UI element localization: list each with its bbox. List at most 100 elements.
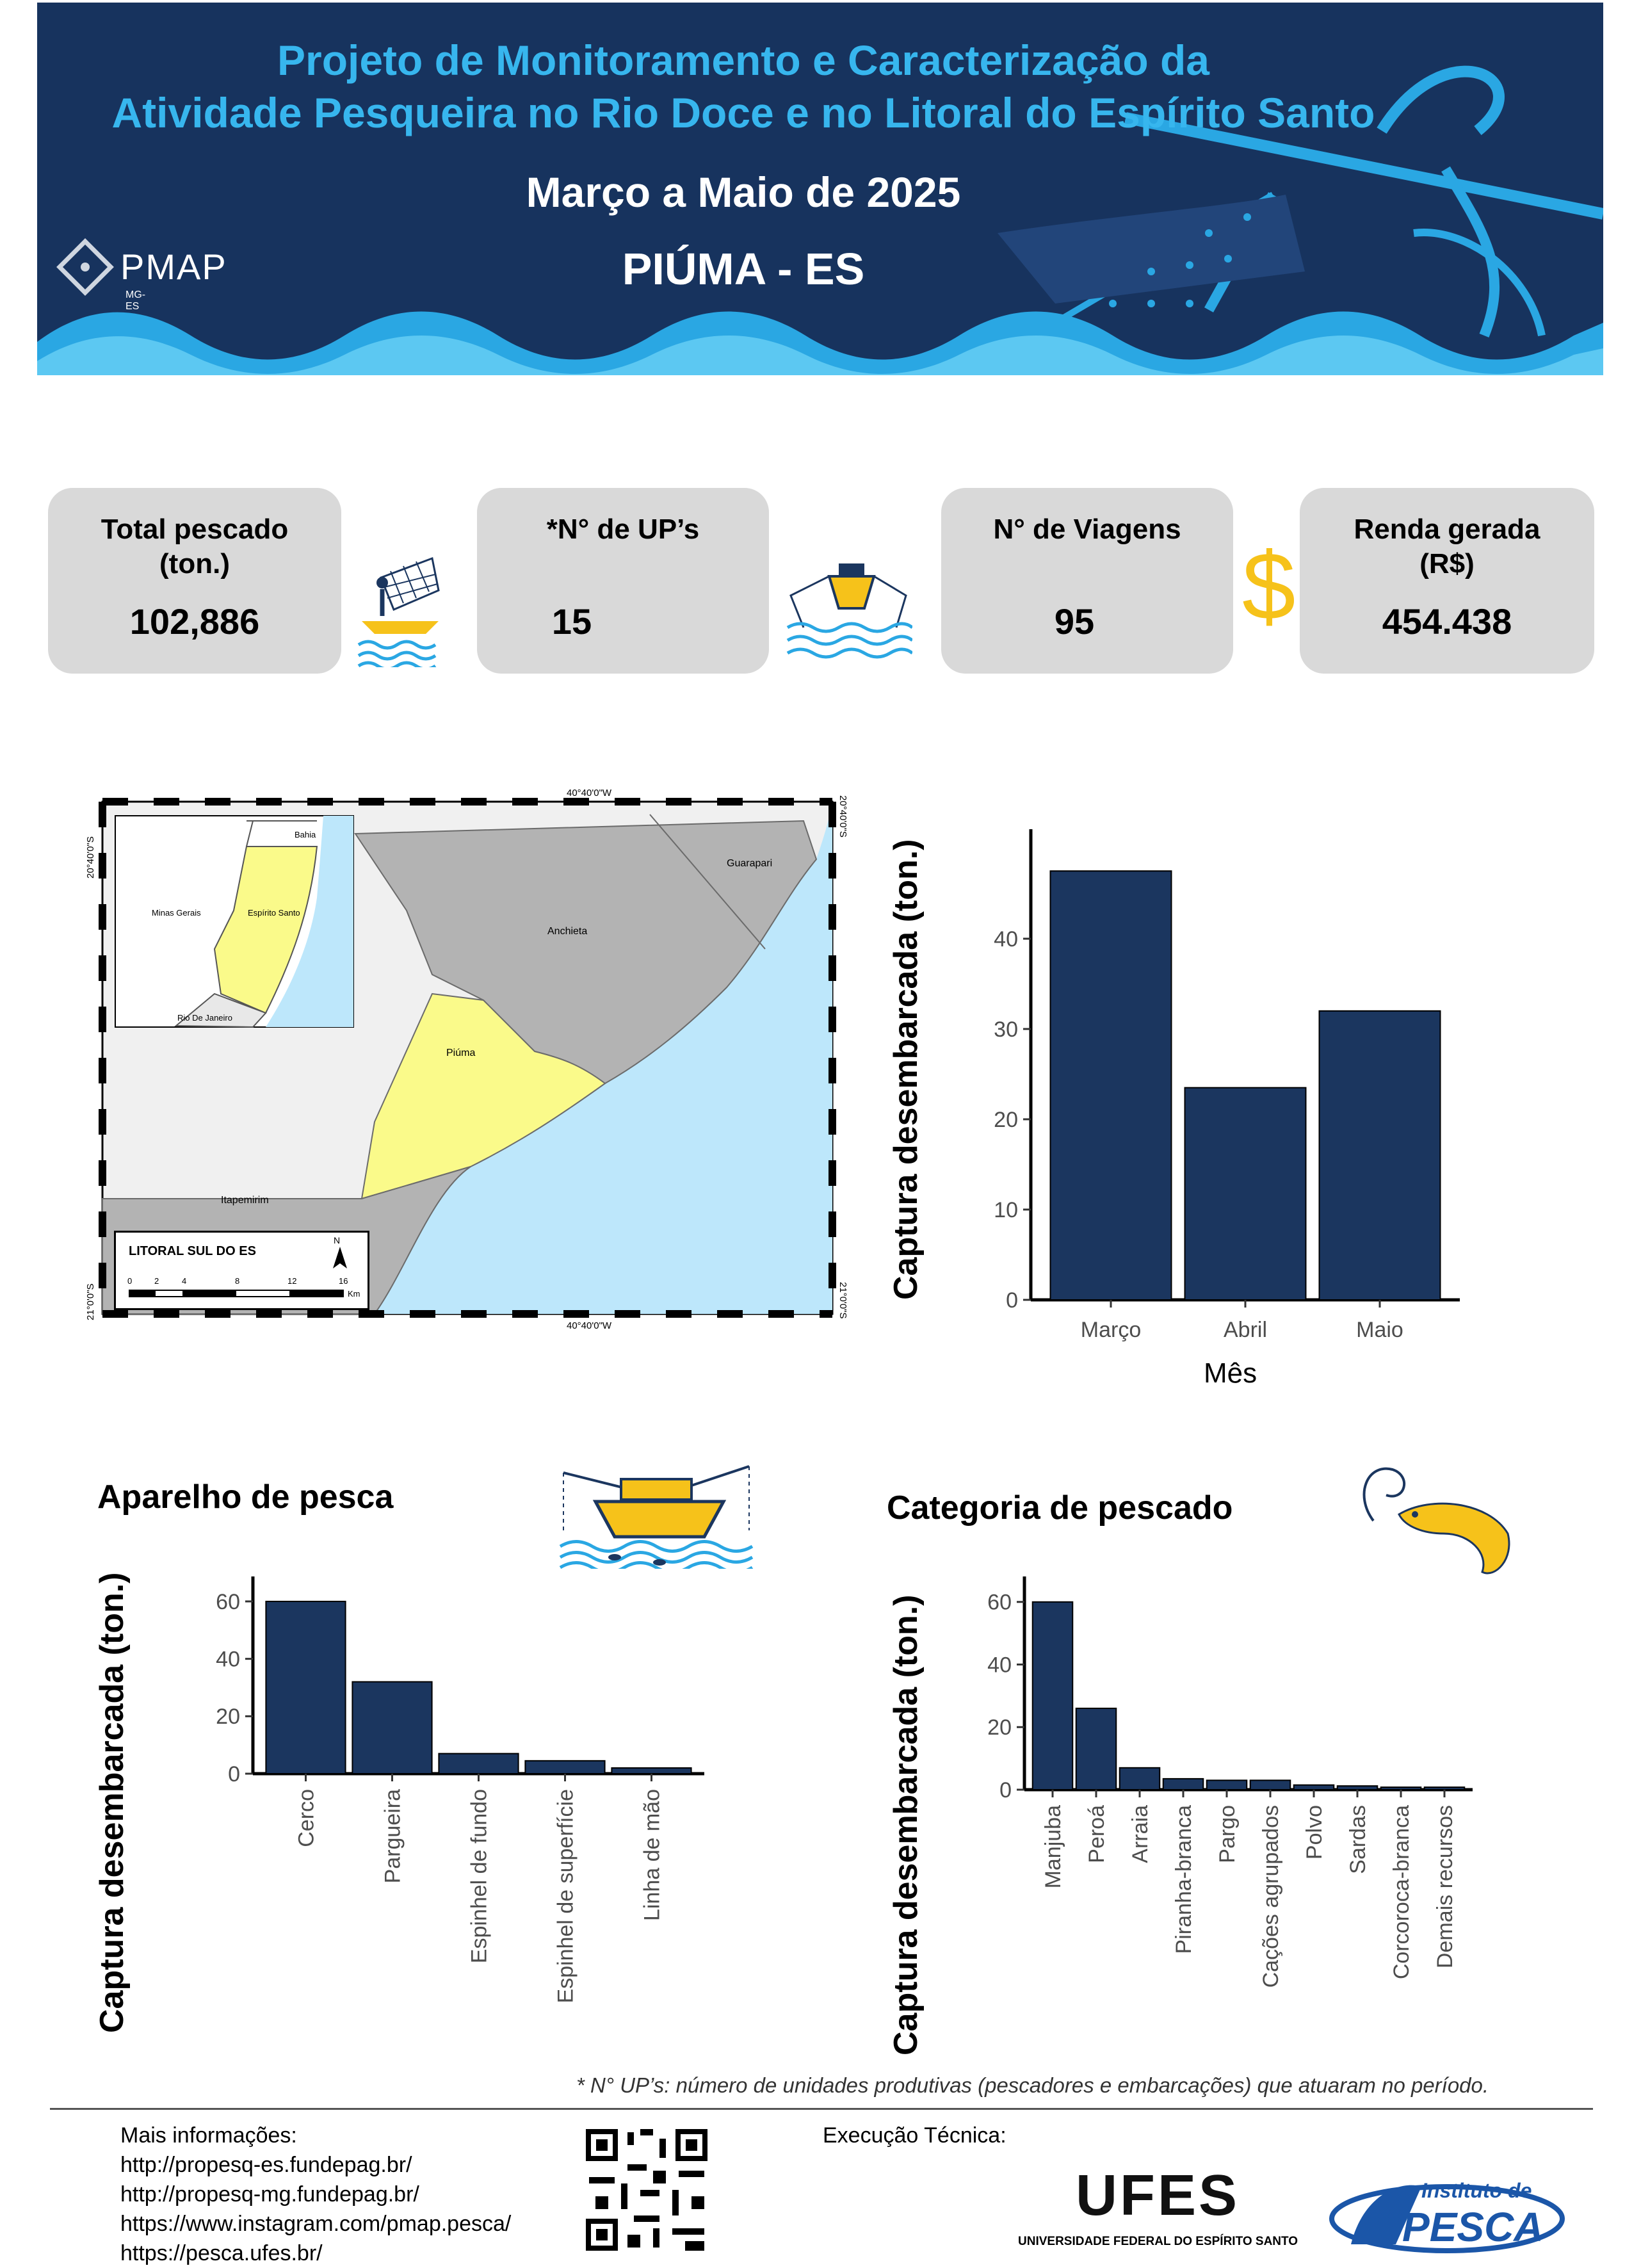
category-bar-9 xyxy=(1380,1786,1422,1791)
category-xtick-label: Piranha-branca xyxy=(1172,1805,1196,1954)
gear-bar-1 xyxy=(265,1600,346,1774)
map-label-bahia: Bahia xyxy=(295,830,316,839)
month-ytick-label: 20 xyxy=(994,1108,1018,1132)
scale-12: 12 xyxy=(287,1276,297,1286)
footer-exec-title: Execução Técnica: xyxy=(823,2123,1006,2148)
category-bar-5 xyxy=(1206,1779,1248,1791)
kpi-card-viagens: N° de Viagens 95 xyxy=(941,488,1233,674)
fishing-boat-icon xyxy=(559,1465,754,1569)
chart-month-ylabel: Captura desembarcada (ton.) xyxy=(887,839,925,1300)
map-lat-bottom-left: 21°0'0"S xyxy=(85,1283,96,1320)
category-xtick-label: Polvo xyxy=(1302,1805,1327,1859)
category-xtick-label: Cações agrupados xyxy=(1259,1805,1283,1988)
chart-gear: 0 20 40 60 Cerco Pargueira Espinhel de fundo Es… xyxy=(216,1576,704,2004)
chart-category: 0 20 40 60 Manjuba Peroá Arraia Piranha-branca P… xyxy=(987,1576,1473,1988)
gear-xtick-label: Pargueira xyxy=(380,1789,405,1884)
chart-gear-ylabel: Captura desembarcada (ton.) xyxy=(93,1572,131,2034)
category-bar-2 xyxy=(1075,1707,1117,1790)
map-lat-top-left: 20°40'0"S xyxy=(85,836,96,879)
month-ytick-label: 40 xyxy=(994,927,1018,952)
scale-4: 4 xyxy=(182,1276,187,1286)
kpi-viagens-label: N° de Viagens xyxy=(993,514,1181,545)
map-label-guarapari: Guarapari xyxy=(727,858,773,869)
category-xtick-label: Arraia xyxy=(1128,1805,1152,1863)
footnote: * N° UP’s: número de unidades produtivas… xyxy=(576,2073,1489,2097)
category-bar-6 xyxy=(1249,1779,1291,1791)
fisherman-net-icon xyxy=(357,556,440,667)
category-xtick-label: Peroá xyxy=(1085,1805,1109,1863)
instituto-pesca-emblem xyxy=(1329,2184,1565,2253)
map-figure xyxy=(99,798,836,1318)
map-lon-top: 40°40'0"W xyxy=(567,788,612,798)
footer-link-2[interactable]: http://propesq-mg.fundepag.br/ xyxy=(120,2182,419,2207)
footer-link-1[interactable]: http://propesq-es.fundepag.br/ xyxy=(120,2153,412,2177)
scale-0: 0 xyxy=(127,1276,133,1286)
category-bar-1 xyxy=(1031,1601,1074,1790)
map-legend-title: LITORAL SUL DO ES xyxy=(129,1244,256,1258)
footer-link-4[interactable]: https://pesca.ufes.br/ xyxy=(120,2241,323,2265)
gear-section-title: Aparelho de pesca xyxy=(97,1478,394,1516)
gear-bar-5 xyxy=(611,1767,692,1774)
chart-category-ylabel: Captura desembarcada (ton.) xyxy=(887,1594,925,2056)
scale-2: 2 xyxy=(154,1276,159,1286)
qr-code[interactable] xyxy=(583,2126,711,2254)
month-ytick-label: 0 xyxy=(1006,1288,1018,1313)
month-bar-1 xyxy=(1049,870,1172,1300)
kpi-card-total: Total pescado (ton.) 102,886 xyxy=(48,488,341,674)
month-xtick-label: Março xyxy=(1081,1318,1141,1342)
shrimp-icon xyxy=(1362,1467,1510,1575)
pmap-logo-sub: MG-ES xyxy=(125,289,146,312)
scale-unit: Km xyxy=(348,1289,360,1299)
footer-link-3[interactable]: https://www.instagram.com/pmap.pesca/ xyxy=(120,2212,512,2236)
pmap-logo-text: PMAP xyxy=(120,247,227,287)
boat-icon xyxy=(786,563,912,659)
header-banner: Projeto de Monitoramento e Caracterizaçã… xyxy=(37,3,1603,375)
kpi-total-label: Total pescado (ton.) xyxy=(101,514,289,579)
kpi-renda-label: Renda gerada (R$) xyxy=(1354,514,1540,579)
month-xtick-label: Maio xyxy=(1356,1318,1403,1342)
kpi-ups-value: 15 xyxy=(551,601,592,642)
kpi-viagens-value: 95 xyxy=(1054,601,1095,642)
header-location: PIÚMA - ES xyxy=(622,244,865,294)
month-ytick-label: 30 xyxy=(994,1017,1018,1042)
gear-bar-2 xyxy=(352,1681,433,1774)
gear-xtick-label: Espinhel de superfície xyxy=(553,1789,578,2004)
category-bar-10 xyxy=(1423,1786,1466,1791)
map-label-itapemirim: Itapemirim xyxy=(221,1195,269,1206)
location-map: 40°40'0"W 40°40'0"W 20°40'0"S 21°0'0"S 2… xyxy=(74,782,861,1340)
chart-month-xlabel: Mês xyxy=(1204,1357,1257,1389)
header-title-line2: Atividade Pesqueira no Rio Doce e no Lit… xyxy=(111,89,1375,136)
month-bar-2 xyxy=(1184,1087,1307,1300)
category-xtick-label: Manjuba xyxy=(1041,1805,1065,1889)
instituto-line1: Instituto de xyxy=(1421,2179,1532,2202)
month-bar-3 xyxy=(1318,1010,1441,1300)
month-ytick-label: 10 xyxy=(994,1198,1018,1222)
map-label-minas: Minas Gerais xyxy=(152,908,201,918)
map-label-anchieta: Anchieta xyxy=(547,926,588,937)
instituto-pesca-logo: Instituto de PESCA xyxy=(1325,2167,1569,2257)
kpi-card-ups: *N° de UP’s 15 xyxy=(477,488,769,674)
scale-8: 8 xyxy=(235,1276,240,1286)
category-bar-7 xyxy=(1293,1784,1335,1790)
map-lat-top-right: 20°40'0"S xyxy=(837,795,848,838)
category-xtick-label: Pargo xyxy=(1215,1805,1240,1863)
category-bar-8 xyxy=(1336,1785,1378,1791)
gear-ytick-label: 40 xyxy=(216,1648,240,1672)
ufes-name: UNIVERSIDADE FEDERAL DO ESPÍRITO SANTO xyxy=(1018,2235,1298,2248)
header-title-line1: Projeto de Monitoramento e Caracterizaçã… xyxy=(277,36,1210,84)
money-icon: $ xyxy=(1242,532,1296,640)
ufes-logo-text: UFES xyxy=(1076,2164,1240,2228)
month-xtick-label: Abril xyxy=(1224,1318,1267,1342)
category-ytick-label: 20 xyxy=(987,1715,1012,1740)
footer-info: Mais informações: http://propesq-es.fund… xyxy=(120,2121,511,2268)
map-lat-bottom-right: 21°0'0"S xyxy=(837,1282,848,1319)
category-section-title: Categoria de pescado xyxy=(887,1489,1233,1527)
gear-ytick-label: 20 xyxy=(216,1705,240,1729)
north-arrow-glyph xyxy=(333,1247,347,1268)
category-xtick-label: Corcoroca-branca xyxy=(1389,1805,1414,1979)
footer-info-title: Mais informações: xyxy=(120,2123,297,2148)
footer-divider xyxy=(50,2108,1593,2110)
kpi-total-value: 102,886 xyxy=(129,601,260,642)
map-label-rj: Rio De Janeiro xyxy=(177,1013,232,1023)
kpi-card-renda: Renda gerada (R$) 454.438 xyxy=(1300,488,1594,674)
